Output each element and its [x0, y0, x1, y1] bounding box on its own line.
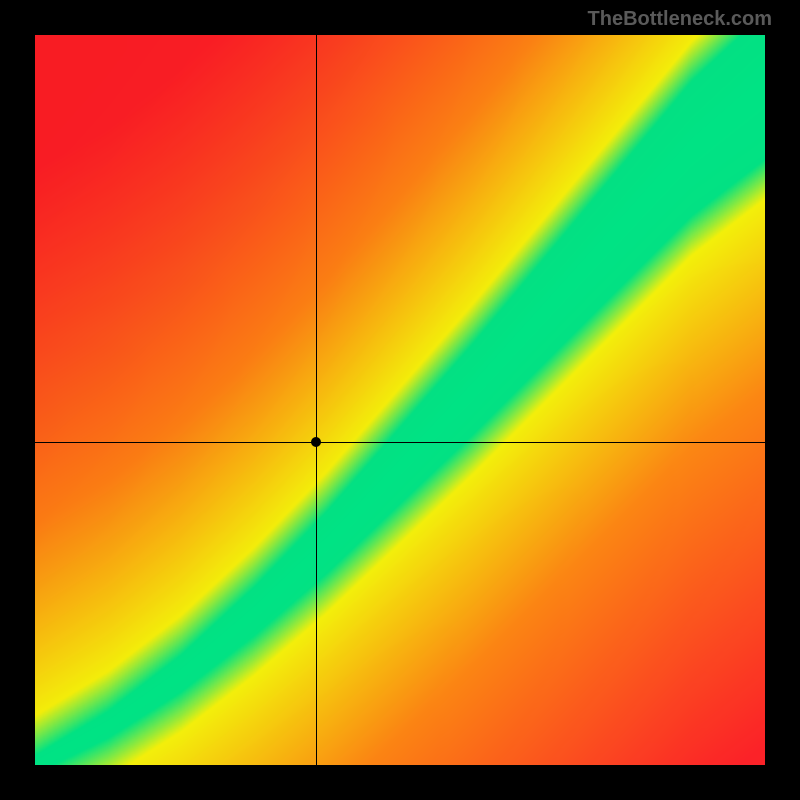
- crosshair-vertical: [316, 35, 317, 765]
- watermark-text: TheBottleneck.com: [588, 8, 772, 31]
- heatmap-plot: [35, 35, 765, 765]
- heatmap-canvas: [35, 35, 765, 765]
- crosshair-marker: [311, 437, 321, 447]
- crosshair-horizontal: [35, 442, 765, 443]
